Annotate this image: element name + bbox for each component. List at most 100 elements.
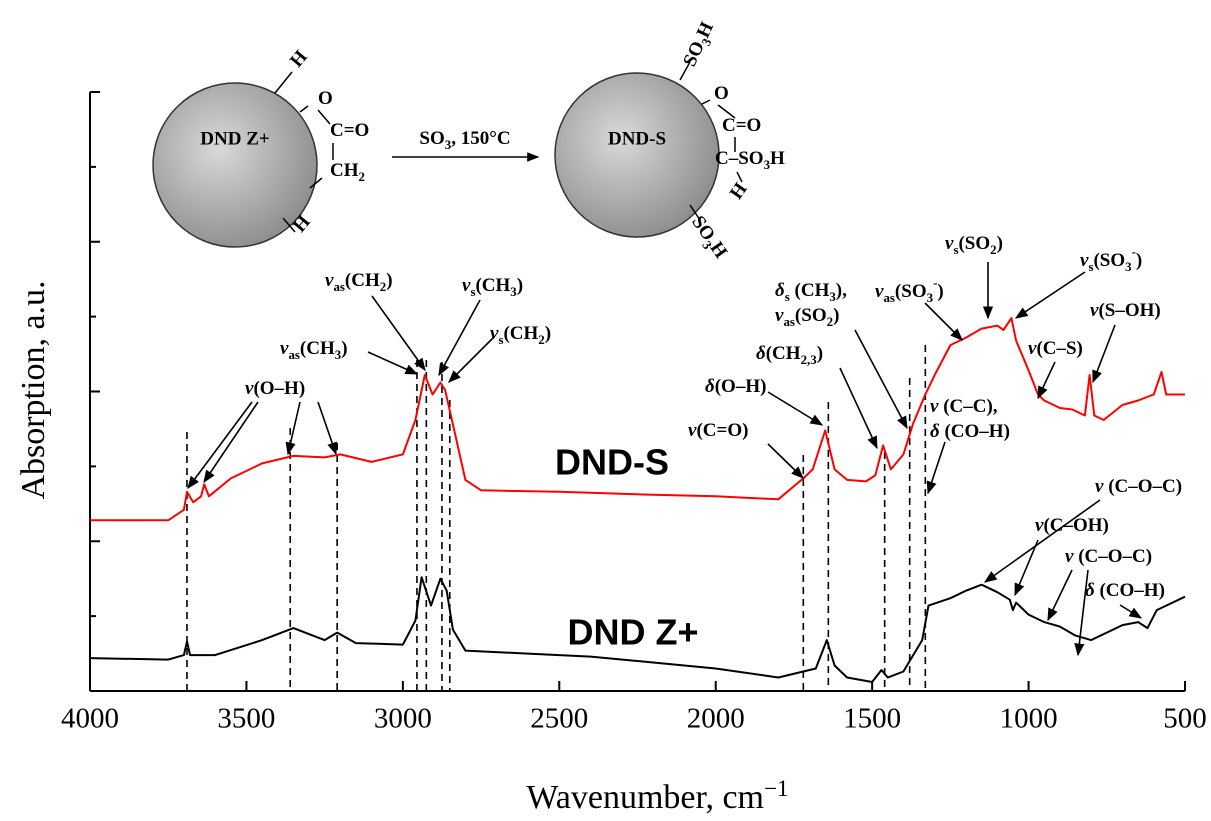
annotation: δs (CH3),	[775, 280, 847, 304]
bond	[275, 72, 292, 93]
annotation-arrow	[1120, 605, 1141, 618]
page: {"chart_data": { "type": "line", "x_labe…	[0, 0, 1211, 821]
text-part: )	[517, 275, 523, 296]
functional-group: O	[714, 83, 729, 104]
annotation: δ (CO–H)	[1085, 580, 1165, 601]
text-part: )	[545, 323, 551, 344]
chart: 4000350030002500200015001000500Wavenumbe…	[0, 0, 1211, 821]
text-part: δ	[756, 343, 766, 364]
x-tick-label: 4000	[61, 703, 119, 735]
text-part: (CO–H)	[940, 421, 1010, 442]
annotation-arrow	[439, 300, 480, 375]
subscript: as	[783, 314, 794, 329]
annotation-arrow	[985, 500, 1100, 582]
text-part: (CH	[790, 280, 830, 301]
text-part: ),	[836, 280, 847, 301]
functional-group: SO3H	[685, 212, 731, 264]
text-part: )	[817, 343, 823, 364]
annotation: ν (C–O–C)	[1065, 546, 1152, 567]
subscript: 3	[927, 290, 934, 305]
text-part: SO	[419, 128, 444, 149]
functional-group: C=O	[330, 120, 369, 141]
subscript: as	[333, 279, 344, 294]
text-part: H	[726, 179, 752, 203]
functional-group: H	[286, 47, 312, 72]
annotation-arrow	[372, 296, 425, 370]
y-axis-title: Absorption, a.u.	[15, 280, 52, 499]
annotation-arrow	[855, 330, 907, 428]
annotation-arrow	[188, 402, 252, 488]
x-tick-label: 1000	[1000, 703, 1058, 735]
annotation-arrow	[1038, 362, 1055, 398]
reagent: SO3, 150°C	[419, 128, 510, 152]
annotation: ν(C–OH)	[1035, 515, 1109, 536]
annotation: νs(CH3)	[462, 275, 523, 299]
text-part: (CH	[475, 275, 510, 296]
annotation-arrow	[1093, 325, 1115, 382]
text-part: C–SO	[715, 148, 764, 169]
subscript: as	[883, 290, 894, 305]
annotation: ν(O–H)	[245, 378, 305, 399]
annotation: ν (C–C),	[930, 396, 998, 417]
text-part: (C–OH)	[1043, 515, 1108, 536]
text-part: (O–H)	[253, 378, 305, 399]
bond	[737, 172, 742, 182]
text-part: (C–O–C)	[1073, 546, 1152, 567]
text-part: (CO–H)	[1095, 580, 1165, 601]
text-part: O	[318, 88, 333, 109]
text-part: (SO	[1093, 250, 1125, 271]
text-part: CH	[330, 160, 359, 181]
subscript: as	[288, 347, 299, 362]
x-tick-label: 3000	[374, 703, 432, 735]
x-tick-label: 3500	[217, 703, 275, 735]
series-line	[90, 318, 1185, 520]
annotation: δ (CO–H)	[930, 421, 1010, 442]
text-part: (C=O)	[696, 420, 748, 441]
annotation-arrow	[1048, 570, 1072, 620]
annotation-arrow	[840, 368, 877, 448]
text-part: (SO	[795, 305, 827, 326]
text-part: , 150°C	[451, 128, 510, 149]
text-part: (SO	[895, 281, 927, 302]
subscript: 2,3	[801, 352, 818, 367]
annotation: ν(S–OH)	[1090, 300, 1161, 321]
subscript: 3	[1125, 259, 1132, 274]
annotation: νas(CH3)	[280, 338, 348, 362]
functional-group: SO3H	[680, 19, 721, 71]
text-part: (C–S)	[1036, 338, 1082, 359]
annotation-arrow	[1016, 272, 1085, 318]
text-part: (C–O–C)	[1103, 476, 1182, 497]
functional-group: O	[318, 88, 333, 109]
functional-group: C=O	[722, 115, 761, 136]
text-part: H	[286, 47, 312, 72]
x-tick-label: 2000	[687, 703, 745, 735]
text-part: δ	[705, 376, 715, 397]
text-part: (CH	[300, 338, 335, 359]
annotation: ν (C–O–C)	[1095, 476, 1182, 497]
text-part: )	[386, 270, 392, 291]
annotation: νs(SO3-)	[1080, 244, 1142, 274]
superscript: −1	[764, 776, 789, 802]
reaction-scheme: DND Z+DND-SSO3, 150°CHOC=OCH2HSO3HOC=OC–…	[153, 19, 785, 264]
bond	[318, 110, 330, 124]
annotation-arrow	[1015, 540, 1038, 595]
text-part: )	[937, 281, 943, 302]
functional-group: CH2	[330, 160, 365, 184]
annotation: ν(C=O)	[688, 420, 748, 441]
functional-group: C–SO3H	[715, 148, 785, 172]
text-part: )	[341, 338, 347, 359]
text-part: (O–H)	[715, 376, 767, 397]
x-tick-label: 2500	[530, 703, 588, 735]
text-part: C=O	[330, 120, 369, 141]
series-label: DND Z+	[567, 612, 698, 653]
text-part: H	[693, 19, 718, 41]
annotation: ν(C–S)	[1028, 338, 1083, 359]
particle-label: DND Z+	[200, 128, 269, 149]
text-part: )	[1136, 250, 1142, 271]
annotation: νas(SO3-)	[875, 275, 944, 305]
text-part: Wavenumber, cm	[526, 779, 764, 816]
text-part: O	[714, 83, 729, 104]
bond	[702, 100, 710, 104]
text-part: (S–OH)	[1098, 300, 1160, 321]
text-part: )	[833, 305, 839, 326]
